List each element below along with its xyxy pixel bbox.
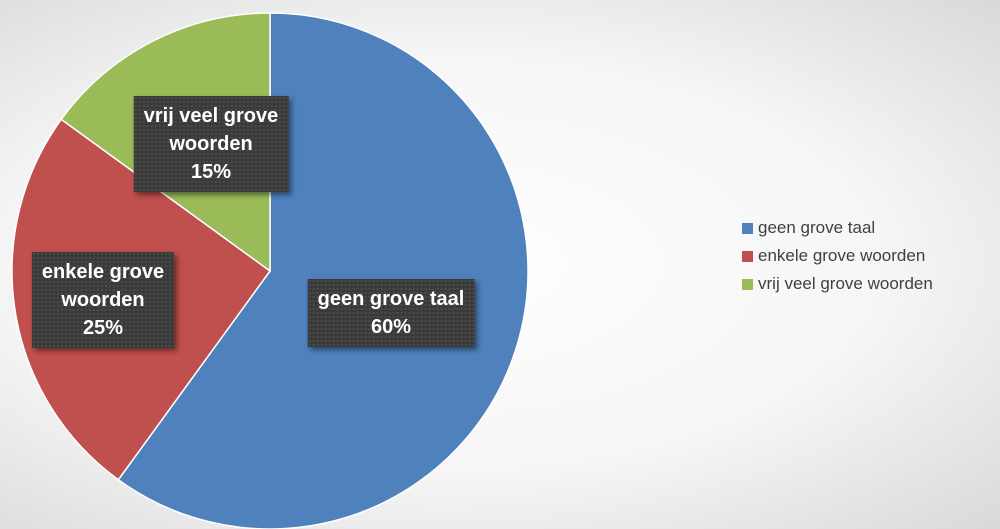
data-label-geen-grove-taal: geen grove taal 60%: [307, 279, 475, 347]
legend-item-vrij-veel-grove-woorden: vrij veel grove woorden: [742, 270, 933, 298]
data-label-line: woorden: [61, 289, 145, 311]
legend-swatch: [742, 250, 753, 262]
legend-item-enkele-grove-woorden: enkele grove woorden: [742, 242, 933, 270]
legend-label: vrij veel grove woorden: [758, 274, 933, 293]
data-label-line: woorden: [169, 133, 253, 155]
legend-item-geen-grove-taal: geen grove taal: [742, 214, 933, 242]
data-label-line: vrij veel grove: [143, 105, 279, 127]
data-label-line: geen grove taal: [317, 288, 465, 310]
legend: geen grove taal enkele grove woorden vri…: [742, 214, 933, 298]
data-label-enkele-grove-woorden: enkele grove woorden 25%: [31, 252, 175, 348]
legend-swatch: [742, 222, 753, 234]
legend-swatch: [742, 278, 753, 290]
data-label-percent: 15%: [190, 161, 232, 183]
data-label-percent: 60%: [370, 316, 412, 338]
legend-label: geen grove taal: [758, 218, 876, 237]
data-label-vrij-veel-grove-woorden: vrij veel grove woorden 15%: [133, 96, 289, 192]
legend-label: enkele grove woorden: [758, 246, 926, 265]
data-label-line: enkele grove: [41, 261, 165, 283]
data-label-percent: 25%: [82, 317, 124, 339]
pie-slice-geen-grove-taal: [117, 12, 529, 529]
